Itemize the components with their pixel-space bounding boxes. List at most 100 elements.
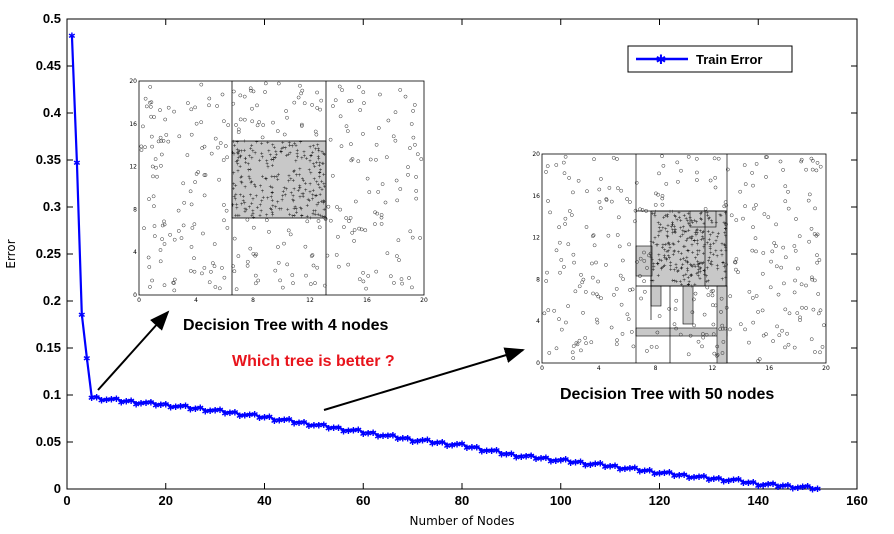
scatter-plus: + <box>315 161 319 167</box>
scatter-plus: + <box>687 280 691 286</box>
data-point-marker: ✱ <box>305 422 313 432</box>
scatter-circle <box>577 284 582 289</box>
scatter-plus: + <box>270 211 274 217</box>
data-point-marker: ✱ <box>656 470 664 480</box>
scatter-circle <box>347 99 351 104</box>
scatter-circle <box>715 344 720 349</box>
scatter-circle <box>812 278 817 283</box>
scatter-circle <box>747 289 752 294</box>
scatter-circle <box>160 237 164 241</box>
data-point-marker: ✱ <box>754 482 762 492</box>
scatter-circle <box>149 134 154 139</box>
scatter-circle <box>701 335 706 340</box>
scatter-circle <box>743 327 747 332</box>
data-point-marker: ✱ <box>211 406 219 416</box>
scatter-plus: + <box>671 222 675 228</box>
scatter-plus: + <box>294 159 298 165</box>
legend-marker-swatch: ✱ <box>656 53 667 68</box>
scatter-circle <box>638 274 642 278</box>
scatter-circle <box>542 311 547 316</box>
scatter-circle <box>712 156 717 161</box>
scatter-circle <box>782 281 786 286</box>
scatter-circle <box>249 88 253 93</box>
scatter-circle <box>374 142 379 147</box>
scatter-circle <box>357 226 361 231</box>
scatter-plus: + <box>689 262 693 268</box>
scatter-circle <box>786 189 790 194</box>
scatter-circle <box>286 228 291 233</box>
inset-x-tick-label: 8 <box>654 365 658 372</box>
scatter-plus: + <box>238 149 242 155</box>
scatter-plus: + <box>250 214 254 220</box>
scatter-plus: + <box>707 229 711 235</box>
scatter-circle <box>644 209 649 213</box>
scatter-circle <box>182 200 187 205</box>
scatter-plus: + <box>292 170 296 176</box>
scatter-circle <box>359 227 364 232</box>
scatter-circle <box>330 173 335 178</box>
x-tick-label: 80 <box>455 493 469 508</box>
scatter-plus: + <box>250 179 254 185</box>
data-point-marker: ✱ <box>601 463 609 473</box>
scatter-plus: + <box>300 214 304 220</box>
scatter-plus: + <box>652 262 656 268</box>
scatter-circle <box>139 144 144 149</box>
scatter-circle <box>194 121 199 126</box>
scatter-plus: + <box>709 251 713 257</box>
scatter-plus: + <box>685 256 689 262</box>
scatter-circle <box>263 90 267 94</box>
scatter-circle <box>546 199 550 203</box>
inset2-splits <box>635 154 728 363</box>
scatter-plus: + <box>667 249 671 255</box>
scatter-plus: + <box>304 181 308 187</box>
scatter-plus: + <box>316 143 320 149</box>
scatter-plus: + <box>322 207 326 213</box>
scatter-circle <box>160 223 165 228</box>
scatter-circle <box>155 174 159 179</box>
scatter-plus: + <box>279 149 283 155</box>
scatter-circle <box>614 342 619 347</box>
scatter-circle <box>344 216 349 220</box>
scatter-plus: + <box>259 209 263 215</box>
data-point-marker: ✱ <box>177 403 185 413</box>
scatter-plus: + <box>656 243 660 249</box>
scatter-plus: + <box>305 215 309 221</box>
data-point-marker: ✱ <box>804 482 812 492</box>
scatter-plus: + <box>310 154 314 160</box>
scatter-plus: + <box>654 209 658 215</box>
scatter-circle <box>238 117 243 122</box>
scatter-plus: + <box>313 177 317 183</box>
data-point-marker: ✱ <box>700 472 708 482</box>
data-point-marker: ✱ <box>513 453 521 463</box>
data-point-marker: ✱ <box>636 468 644 478</box>
scatter-circle <box>595 320 600 325</box>
scatter-circle <box>209 269 213 274</box>
scatter-plus: + <box>674 262 678 268</box>
scatter-circle <box>168 232 172 237</box>
scatter-circle <box>373 222 377 226</box>
scatter-circle <box>609 325 614 330</box>
scatter-circle <box>795 311 800 315</box>
scatter-plus: + <box>265 177 269 183</box>
data-point-marker: ✱ <box>300 419 308 429</box>
scatter-plus: + <box>253 183 257 189</box>
scatter-plus: + <box>261 189 265 195</box>
scatter-circle <box>783 307 788 312</box>
scatter-plus: + <box>280 198 284 204</box>
scatter-plus: + <box>680 283 684 289</box>
data-point-marker: ✱ <box>369 429 377 439</box>
scatter-plus: + <box>673 279 677 285</box>
scatter-circle <box>625 312 630 317</box>
data-point-marker: ✱ <box>216 406 224 416</box>
scatter-circle <box>188 269 193 273</box>
scatter-circle <box>253 273 258 278</box>
scatter-circle <box>629 330 634 334</box>
scatter-circle <box>777 333 782 338</box>
scatter-plus: + <box>659 258 663 264</box>
scatter-plus: + <box>717 232 721 238</box>
scatter-circle <box>342 225 346 229</box>
scatter-plus: + <box>653 236 657 242</box>
scatter-circle <box>311 263 316 268</box>
scatter-circle <box>640 208 645 212</box>
scatter-plus: + <box>320 199 324 205</box>
